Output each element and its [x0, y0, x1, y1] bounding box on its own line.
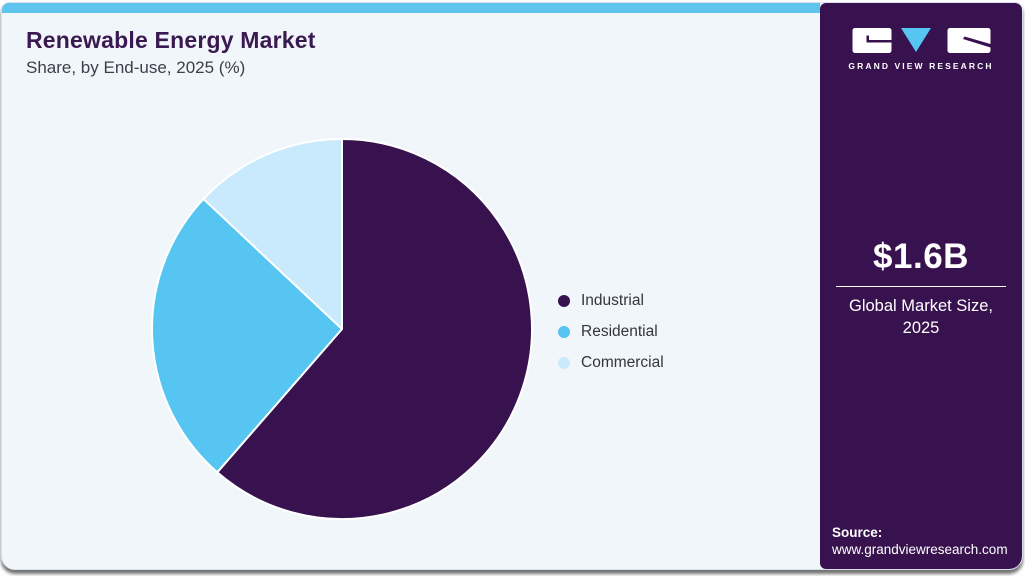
chart-area: Renewable Energy Market Share, by End-us… — [2, 3, 820, 569]
source-label: Source: — [832, 525, 883, 540]
brand-logo: GRAND VIEW RESEARCH — [820, 27, 1022, 71]
legend-swatch-icon — [558, 356, 570, 369]
legend-label: Industrial — [581, 291, 644, 309]
legend-swatch-icon — [558, 325, 570, 338]
pie-slice-residential — [151, 197, 343, 474]
pie-slice-industrial — [216, 138, 533, 520]
gvr-logo-icon — [852, 28, 990, 53]
legend: Industrial Residential Commercial — [558, 285, 664, 378]
legend-item-residential: Residential — [558, 316, 664, 347]
legend-item-commercial: Commercial — [558, 347, 664, 378]
chart-title: Renewable Energy Market — [26, 27, 316, 53]
legend-swatch-icon — [558, 294, 570, 307]
chart-subtitle: Share, by End-use, 2025 (%) — [26, 57, 246, 77]
pie-chart — [149, 136, 535, 522]
legend-item-industrial: Industrial — [558, 285, 664, 316]
source-url: www.grandviewresearch.com — [832, 542, 1008, 557]
pie-svg — [151, 138, 533, 520]
market-size-caption: Global Market Size, 2025 — [849, 297, 993, 338]
sidebar: GRAND VIEW RESEARCH $1.6B Global Market … — [820, 3, 1022, 569]
header: Renewable Energy Market Share, by End-us… — [26, 27, 316, 78]
market-size-value: $1.6B — [873, 237, 969, 276]
legend-label: Commercial — [581, 353, 664, 371]
source-block: Source: www.grandviewresearch.com — [832, 525, 1008, 557]
legend-label: Residential — [581, 322, 658, 340]
top-accent-bar — [2, 3, 820, 13]
pie-slice-commercial — [202, 138, 343, 330]
brand-name: GRAND VIEW RESEARCH — [848, 61, 994, 71]
divider — [836, 286, 1006, 287]
market-size-block: $1.6B Global Market Size, 2025 — [820, 237, 1022, 340]
